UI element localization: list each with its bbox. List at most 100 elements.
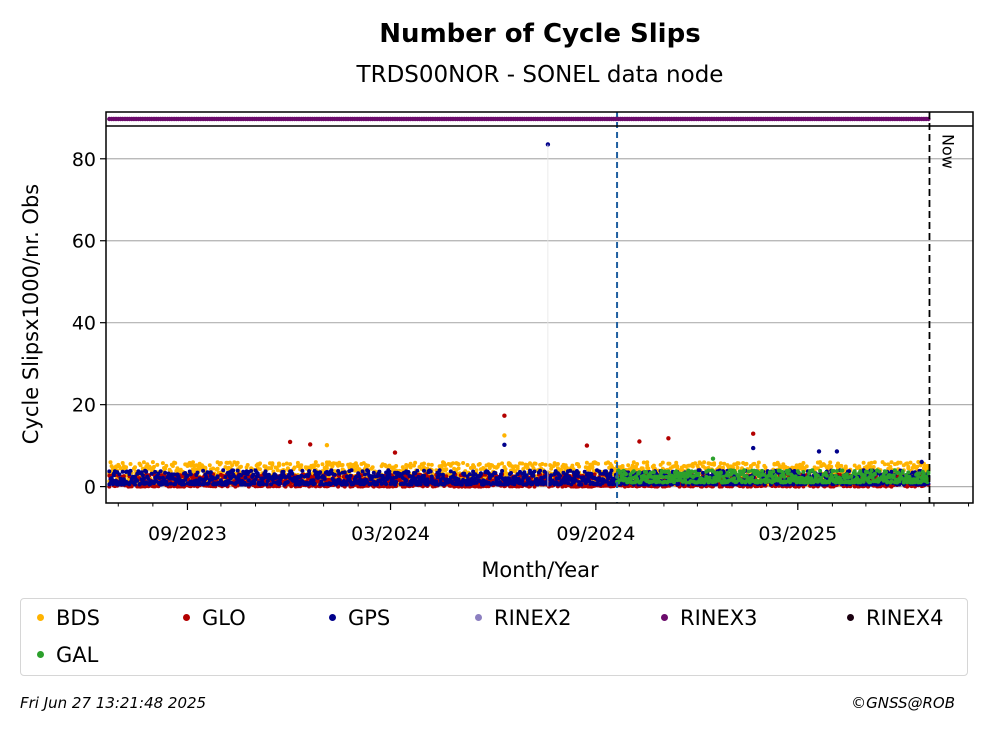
point-gps bbox=[516, 477, 521, 481]
point-bds bbox=[882, 462, 887, 467]
point-gps bbox=[182, 482, 187, 487]
y-tick-label: 40 bbox=[72, 313, 96, 335]
point-bds bbox=[124, 465, 129, 470]
point-gps bbox=[437, 472, 442, 477]
point-bds bbox=[235, 460, 240, 465]
point-bds bbox=[370, 465, 375, 470]
point-bds bbox=[703, 466, 708, 471]
point-bds bbox=[513, 469, 518, 474]
point-bds bbox=[191, 460, 195, 465]
point-bds bbox=[422, 461, 426, 466]
point-bds bbox=[651, 463, 656, 468]
point-bds bbox=[152, 464, 156, 469]
point-bds bbox=[898, 460, 903, 465]
point-gps bbox=[243, 475, 248, 480]
point-gps bbox=[422, 468, 426, 473]
point-bds bbox=[258, 467, 262, 472]
point-gps bbox=[558, 473, 563, 478]
point-gps bbox=[362, 472, 367, 477]
y-tick-label: 60 bbox=[72, 231, 96, 253]
point-bds bbox=[353, 467, 358, 472]
point-bds bbox=[324, 466, 329, 471]
point-bds bbox=[500, 461, 505, 466]
point-gps bbox=[299, 473, 304, 478]
chart-subtitle: TRDS00NOR - SONEL data node bbox=[356, 62, 724, 88]
point-gps bbox=[509, 471, 513, 475]
point-gps bbox=[561, 470, 566, 475]
spike-bds bbox=[502, 433, 507, 438]
point-gps bbox=[415, 468, 420, 473]
point-bds bbox=[465, 463, 470, 467]
point-bds bbox=[408, 461, 413, 466]
point-bds bbox=[646, 466, 651, 471]
point-gps bbox=[532, 469, 537, 474]
point-gps bbox=[384, 482, 389, 486]
point-gps bbox=[582, 469, 587, 474]
point-bds bbox=[812, 465, 817, 470]
point-bds bbox=[744, 461, 749, 466]
point-gps bbox=[246, 478, 251, 483]
point-glo bbox=[289, 484, 294, 489]
point-gps bbox=[307, 469, 312, 474]
point-bds bbox=[908, 460, 913, 465]
point-gps bbox=[428, 469, 433, 474]
point-bds bbox=[348, 462, 353, 467]
y-tick-label: 80 bbox=[72, 149, 96, 171]
point-bds bbox=[461, 461, 466, 465]
point-gps bbox=[437, 468, 442, 473]
point-gps bbox=[157, 476, 162, 480]
point-bds bbox=[284, 461, 289, 466]
point-bds bbox=[702, 460, 707, 465]
point-gps bbox=[239, 473, 243, 478]
point-gps bbox=[441, 472, 445, 477]
point-bds bbox=[422, 465, 426, 470]
point-gps bbox=[425, 477, 430, 482]
point-gps bbox=[459, 482, 464, 487]
x-tick-label: 03/2024 bbox=[351, 523, 430, 545]
point-gps bbox=[317, 475, 322, 480]
point-bds bbox=[155, 462, 160, 467]
point-bds bbox=[520, 461, 525, 466]
point-gps bbox=[549, 473, 554, 478]
point-bds bbox=[571, 467, 576, 472]
point-bds bbox=[645, 463, 650, 468]
point-bds bbox=[828, 460, 833, 465]
point-gps bbox=[348, 473, 353, 478]
point-bds bbox=[258, 461, 262, 466]
point-gps bbox=[576, 470, 580, 475]
point-gps bbox=[531, 473, 536, 478]
point-gps bbox=[307, 471, 312, 476]
point-gps bbox=[429, 474, 434, 479]
point-bds bbox=[215, 466, 220, 471]
point-glo bbox=[592, 472, 597, 477]
point-gps bbox=[287, 472, 291, 477]
point-bds bbox=[328, 461, 333, 466]
point-gps bbox=[206, 481, 211, 486]
point-gps bbox=[358, 478, 363, 482]
point-gps bbox=[332, 472, 337, 477]
point-bds bbox=[641, 460, 646, 465]
point-bds bbox=[138, 463, 143, 468]
point-gps bbox=[448, 469, 453, 474]
point-bds bbox=[722, 461, 727, 466]
point-gps bbox=[353, 474, 358, 479]
point-bds bbox=[869, 460, 874, 465]
point-bds bbox=[444, 467, 449, 472]
point-gps bbox=[183, 471, 188, 475]
point-bds bbox=[227, 460, 232, 465]
point-bds bbox=[207, 463, 212, 468]
point-bds bbox=[496, 462, 501, 467]
point-bds bbox=[340, 463, 345, 467]
point-gps bbox=[229, 480, 233, 485]
spike-glo bbox=[666, 436, 671, 441]
point-bds bbox=[857, 464, 862, 469]
point-gps bbox=[462, 471, 467, 476]
point-gps bbox=[607, 481, 612, 486]
point-gps bbox=[478, 472, 483, 477]
point-bds bbox=[366, 463, 371, 468]
point-gps bbox=[144, 469, 149, 474]
point-gps bbox=[290, 471, 295, 476]
point-gps bbox=[349, 468, 354, 473]
point-gps bbox=[526, 477, 531, 481]
point-gps bbox=[235, 468, 240, 473]
